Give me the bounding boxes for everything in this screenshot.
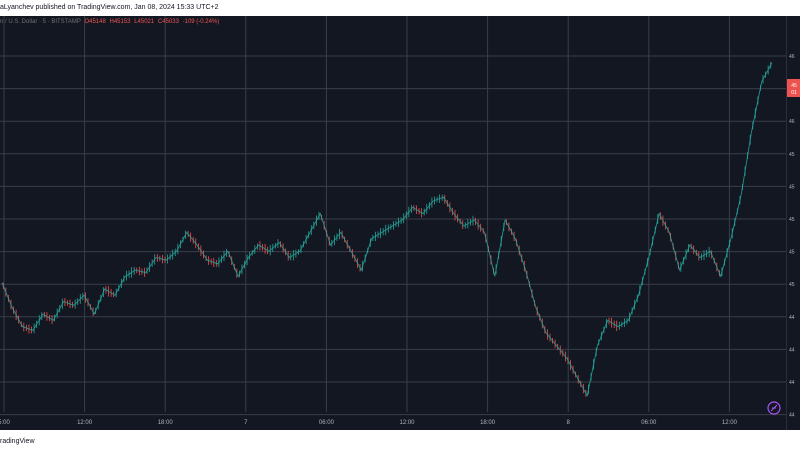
low-value: L45021	[134, 19, 155, 25]
y-tick-label: 44	[789, 347, 795, 353]
publish-header: aLyanchev published on TradingView.com, …	[0, 0, 800, 16]
open-value: O45148	[84, 19, 106, 25]
x-tick-label: 18:00	[480, 420, 496, 426]
symbol-label: n / U.S. Dollar · 5 · BITSTAMP	[0, 19, 81, 25]
brand-footer: radingView	[0, 430, 800, 450]
y-tick-label: 44	[789, 413, 795, 419]
y-tick-label: 44	[789, 380, 795, 386]
close-value: C45033	[157, 19, 179, 25]
chart-area[interactable]: 5:00 12:00 18:00 7 06:00 12:00 18:00 8 06:00 12:0…	[0, 16, 786, 430]
y-tick-label: 44	[789, 315, 795, 321]
logo-ring	[767, 401, 781, 415]
price-scale-svg: 4646464545454545444444444501	[787, 54, 800, 419]
y-tick-label: 45	[789, 250, 795, 256]
published-text: aLyanchev published on TradingView.com, …	[0, 4, 219, 11]
y-tick-label: 45	[789, 184, 795, 190]
x-tick-label: 12:00	[722, 420, 738, 426]
x-tick-label: 18:00	[158, 420, 174, 426]
y-tick-label: 46	[789, 119, 795, 125]
change-value: -109 (-0.24%)	[182, 19, 220, 25]
x-tick-label: 5:00	[0, 420, 10, 426]
logo-mark	[770, 404, 778, 412]
last-price-text: 45	[791, 83, 797, 89]
x-tick-label: 7	[244, 420, 248, 426]
tradingview-logo-icon	[767, 401, 781, 415]
y-tick-label: 45	[789, 152, 795, 158]
high-value: H45153	[109, 19, 131, 25]
y-tick-label: 46	[789, 54, 795, 60]
price-chart[interactable]: 5:00 12:00 18:00 7 06:00 12:00 18:00 8 06:00 12:0…	[0, 16, 786, 430]
x-tick-label: 06:00	[641, 420, 657, 426]
x-tick-label: 12:00	[399, 420, 415, 426]
x-tick-label: 8	[567, 420, 571, 426]
price-series-line	[1, 62, 773, 397]
y-tick-label: 45	[789, 282, 795, 288]
y-tick-label: 45	[789, 217, 795, 223]
x-tick-label: 06:00	[319, 420, 335, 426]
ohlc-legend: n / U.S. Dollar · 5 · BITSTAMP O45148 H4…	[0, 16, 219, 28]
price-scale[interactable]: 4646464545454545444444444501	[786, 16, 800, 430]
last-price-subtext: 01	[791, 90, 797, 96]
x-tick-label: 12:00	[77, 420, 93, 426]
brand-text: radingView	[0, 438, 35, 445]
last-price-tag	[787, 79, 800, 97]
